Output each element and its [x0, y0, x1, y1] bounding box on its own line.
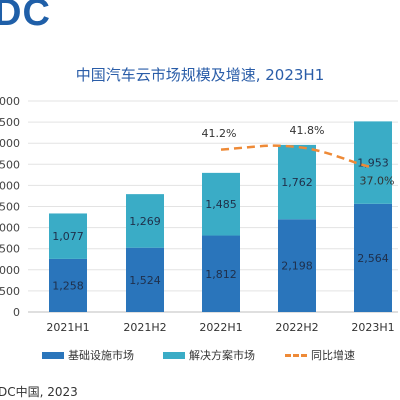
bar-solutions-2023H1 [354, 121, 392, 204]
legend-label-infrastructure: 基础设施市场 [68, 349, 134, 362]
idc-logo: DC [0, 0, 51, 34]
bar-infrastructure-2022H1 [202, 235, 240, 312]
legend-item-infrastructure: 基础设施市场 [42, 347, 134, 363]
bar-label-solutions-2022H1: 1,485 [205, 198, 237, 211]
y-tick-label-1: 500 [0, 116, 20, 129]
bar-label-infrastructure-2022H1: 1,812 [205, 268, 237, 281]
x-tick-label-2021H1: 2021H1 [46, 321, 89, 334]
bar-infrastructure-2023H1 [354, 203, 392, 312]
chart-title: 中国汽车云市场规模及增速, 2023H1 [75, 66, 325, 84]
growth-line: 41.2% 41.8% 37.0% [202, 124, 395, 188]
y-tick-label-7: 500 [0, 243, 20, 256]
x-tick-label-2023H1: 2023H1 [351, 321, 394, 334]
bar-infrastructure-2021H2 [126, 247, 164, 312]
growth-label-2023H1: 37.0% [360, 175, 395, 188]
bar-label-solutions-2022H2: 1,762 [281, 176, 313, 189]
legend-label-solutions: 解决方案市场 [189, 349, 255, 362]
x-axis-tick-labels: 2021H1 2021H2 2022H1 2022H2 2023H1 [46, 321, 394, 334]
bar-label-infrastructure-2022H2: 2,198 [281, 260, 313, 273]
growth-label-2022H1: 41.2% [202, 127, 237, 140]
legend-label-growth: 同比增速 [311, 349, 355, 362]
legend-item-growth: 同比增速 [285, 347, 355, 363]
bar-label-infrastructure-2023H1: 2,564 [357, 252, 389, 265]
x-tick-label-2022H2: 2022H2 [275, 321, 318, 334]
x-tick-label-2022H1: 2022H1 [199, 321, 242, 334]
bars [49, 121, 392, 312]
growth-label-2022H2: 41.8% [290, 124, 325, 137]
y-tick-label-4: 000 [0, 179, 20, 192]
bar-solutions-2021H2 [126, 194, 164, 248]
bar-label-infrastructure-2021H1: 1,258 [52, 279, 84, 292]
bar-label-infrastructure-2021H2: 1,524 [129, 274, 161, 287]
bar-infrastructure-2021H1 [49, 258, 87, 312]
y-tick-label-8: 000 [0, 264, 20, 277]
y-axis-tick-labels: 000 500 000 500 000 500 000 500 000 500 0 [0, 95, 20, 319]
y-tick-label-0: 000 [0, 95, 20, 108]
source-note: DC中国, 2023 [0, 385, 78, 399]
bar-label-solutions-2021H1: 1,077 [52, 230, 84, 243]
x-tick-label-2021H2: 2021H2 [123, 321, 166, 334]
bar-infrastructure-2022H2 [278, 219, 316, 312]
legend-swatch-growth [285, 353, 307, 357]
y-tick-label-2: 000 [0, 137, 20, 150]
bar-solutions-2022H2 [278, 144, 316, 220]
bar-value-labels: 1,258 1,077 1,524 1,269 1,812 1,485 2,198 1,762… [52, 157, 389, 293]
legend-swatch-solutions [163, 351, 185, 359]
growth-line-path [220, 144, 374, 169]
bar-label-solutions-2021H2: 1,269 [129, 215, 161, 228]
bar-label-solutions-2023H1: 1,953 [357, 157, 389, 170]
y-tick-label-5: 500 [0, 201, 20, 214]
y-tick-label-9: 500 [0, 285, 20, 298]
legend-swatch-infrastructure [42, 351, 64, 359]
bar-solutions-2021H1 [49, 213, 87, 259]
bar-solutions-2022H1 [202, 172, 240, 236]
y-tick-label-3: 500 [0, 158, 20, 171]
legend-item-solutions: 解决方案市场 [163, 347, 255, 363]
y-tick-label-6: 000 [0, 222, 20, 235]
y-tick-label-10: 0 [13, 306, 20, 319]
